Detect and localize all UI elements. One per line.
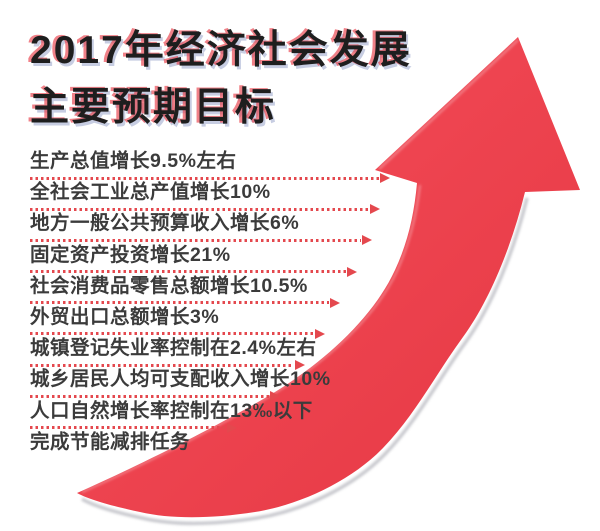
right-arrowhead-icon bbox=[315, 328, 325, 339]
dotted-line bbox=[30, 176, 379, 180]
target-label: 地方一般公共预算收入增长6% bbox=[30, 212, 300, 235]
target-list-item: 人口自然增长率控制在13‰以下 bbox=[30, 399, 450, 433]
target-label: 全社会工业总产值增长10% bbox=[30, 181, 271, 204]
dotted-line bbox=[30, 270, 346, 274]
target-list-item: 城镇登记失业率控制在2.4%左右 bbox=[30, 337, 450, 371]
right-arrowhead-icon bbox=[270, 391, 280, 402]
right-arrowhead-icon bbox=[380, 173, 390, 183]
dotted-leader-line bbox=[30, 297, 340, 308]
target-label: 外贸出口总额增长3% bbox=[30, 305, 220, 328]
dotted-leader-line bbox=[30, 391, 280, 402]
target-list-item: 完成节能减排任务 bbox=[30, 431, 450, 462]
dotted-leader-line bbox=[30, 360, 305, 371]
arrow-body bbox=[77, 37, 580, 518]
dotted-line bbox=[30, 363, 294, 367]
target-label: 生产总值增长9.5%左右 bbox=[30, 150, 237, 172]
target-label: 完成节能减排任务 bbox=[30, 430, 191, 453]
page-title-line1: 2017年经济社会发展 bbox=[30, 29, 412, 72]
page-title: 2017年经济社会发展 主要预期目标 bbox=[30, 22, 500, 136]
right-arrowhead-icon bbox=[330, 297, 340, 308]
target-label: 人口自然增长率控制在13‰以下 bbox=[30, 399, 313, 422]
target-list-item: 城乡居民人均可支配收入增长10% bbox=[30, 368, 450, 402]
dotted-line bbox=[30, 207, 369, 211]
dotted-leader-line bbox=[30, 422, 237, 433]
dotted-line bbox=[30, 301, 329, 305]
arrow-shadow bbox=[81, 197, 529, 525]
right-arrowhead-icon bbox=[227, 422, 237, 433]
target-label: 城镇登记失业率控制在2.4%左右 bbox=[30, 337, 317, 360]
target-list-item: 生产总值增长9.5%左右 bbox=[30, 150, 450, 183]
dotted-leader-line bbox=[30, 266, 357, 277]
dotted-line bbox=[30, 238, 361, 242]
target-list-item: 社会消费品零售总额增长10.5% bbox=[30, 274, 450, 308]
dotted-leader-line bbox=[30, 328, 325, 339]
target-list-item: 地方一般公共预算收入增长6% bbox=[30, 212, 450, 246]
right-arrowhead-icon bbox=[295, 360, 305, 371]
dotted-line bbox=[30, 394, 269, 398]
dotted-leader-line bbox=[30, 204, 380, 215]
target-label: 社会消费品零售总额增长10.5% bbox=[30, 274, 308, 297]
target-list-item: 外贸出口总额增长3% bbox=[30, 305, 450, 339]
target-label: 固定资产投资增长21% bbox=[30, 243, 231, 266]
dotted-line bbox=[30, 332, 314, 336]
target-list-item: 固定资产投资增长21% bbox=[30, 243, 450, 277]
targets-list: 生产总值增长9.5%左右 全社会工业总产值增长10% 地方一般公共预算收入增长6… bbox=[30, 150, 450, 462]
target-label: 城乡居民人均可支配收入增长10% bbox=[30, 368, 331, 391]
right-arrowhead-icon bbox=[347, 266, 357, 277]
dotted-leader-line bbox=[30, 235, 372, 246]
page-title-line2: 主要预期目标 bbox=[30, 86, 277, 129]
dotted-leader-line bbox=[30, 173, 390, 183]
right-arrowhead-icon bbox=[362, 235, 372, 246]
arrow-highlight bbox=[81, 39, 519, 493]
target-list-item: 全社会工业总产值增长10% bbox=[30, 181, 450, 215]
right-arrowhead-icon bbox=[370, 204, 380, 215]
dotted-line bbox=[30, 426, 226, 429]
